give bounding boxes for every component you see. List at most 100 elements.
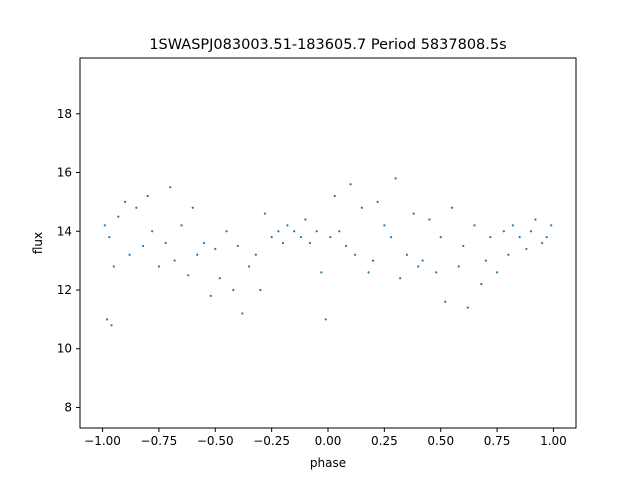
data-point [417, 265, 420, 268]
x-tick-label: −0.75 [141, 434, 178, 448]
data-point [225, 230, 228, 233]
data-point [550, 224, 553, 227]
data-point [502, 230, 505, 233]
data-point [103, 224, 106, 227]
data-point [112, 265, 115, 268]
data-point [439, 236, 442, 239]
data-point [435, 271, 438, 274]
data-point [405, 253, 409, 256]
data-point [196, 253, 199, 256]
data-point [541, 241, 544, 245]
data-point [157, 265, 161, 268]
data-point [495, 271, 499, 274]
data-point [108, 236, 111, 239]
data-point [525, 247, 528, 250]
x-tick-label: 1.00 [540, 434, 567, 448]
x-axis-label: phase [310, 456, 346, 470]
data-point [507, 253, 510, 256]
data-point [367, 271, 370, 274]
data-point [180, 224, 183, 227]
y-axis-label: flux [31, 232, 45, 254]
data-point [338, 230, 341, 233]
data-point [123, 200, 127, 203]
y-tick-label: 14 [57, 224, 72, 238]
data-point [135, 206, 138, 209]
data-point [117, 215, 120, 218]
data-point [360, 206, 363, 209]
data-point [480, 283, 483, 286]
data-point [545, 236, 548, 239]
data-point [349, 183, 352, 186]
data-point [428, 218, 431, 221]
data-point [105, 318, 109, 321]
data-point [489, 236, 492, 239]
data-point [394, 177, 397, 180]
data-point [263, 212, 266, 215]
x-tick-label: 0.75 [484, 434, 511, 448]
data-point [529, 230, 533, 233]
data-point [293, 230, 296, 233]
data-point [371, 259, 375, 262]
x-tick-label: 0.00 [315, 434, 342, 448]
data-point [484, 259, 487, 262]
data-point [241, 312, 244, 315]
x-tick-label: 0.50 [427, 434, 454, 448]
data-point [344, 244, 348, 248]
data-point [128, 253, 131, 256]
data-point [308, 241, 312, 245]
data-point [232, 288, 235, 292]
data-point [299, 236, 303, 239]
data-point [169, 186, 172, 189]
x-tick-label: −0.50 [197, 434, 234, 448]
data-point [457, 265, 460, 268]
data-point [329, 236, 332, 239]
y-tick-label: 12 [57, 283, 72, 297]
data-point [304, 218, 307, 221]
data-point [218, 277, 221, 280]
data-point [376, 200, 379, 203]
data-point [236, 244, 239, 248]
data-point [412, 212, 415, 215]
data-point [146, 194, 149, 198]
data-point [390, 236, 393, 239]
y-tick-label: 8 [64, 400, 72, 414]
data-point [383, 224, 386, 227]
data-point [466, 306, 469, 309]
data-point [277, 230, 280, 233]
data-point [315, 230, 318, 233]
data-point [247, 265, 251, 268]
data-point [270, 236, 273, 239]
data-point [444, 300, 447, 303]
data-point [214, 247, 217, 250]
data-point [450, 206, 454, 209]
x-tick-label: −1.00 [84, 434, 121, 448]
y-tick-label: 16 [57, 166, 72, 180]
x-tick-label: −0.25 [253, 434, 290, 448]
data-point [324, 318, 327, 321]
y-tick-label: 18 [57, 107, 72, 121]
data-point [202, 241, 206, 245]
data-point [462, 244, 465, 248]
data-point [399, 277, 402, 280]
y-tick-label: 10 [57, 342, 72, 356]
y-axis: 8 10 12 14 16 18 [57, 107, 80, 414]
data-point [320, 271, 323, 274]
data-point [209, 294, 212, 297]
data-point [333, 194, 336, 198]
data-point [259, 288, 262, 292]
data-point [187, 274, 190, 277]
data-point [254, 253, 257, 256]
data-point [353, 253, 357, 256]
data-point [173, 259, 176, 262]
data-point [110, 324, 113, 327]
x-tick-label: 0.25 [371, 434, 398, 448]
data-point [164, 241, 167, 245]
data-point [281, 241, 285, 245]
data-point [191, 206, 194, 209]
data-points [103, 177, 553, 327]
data-point [518, 236, 521, 239]
data-point [421, 259, 424, 262]
data-point [151, 230, 154, 233]
